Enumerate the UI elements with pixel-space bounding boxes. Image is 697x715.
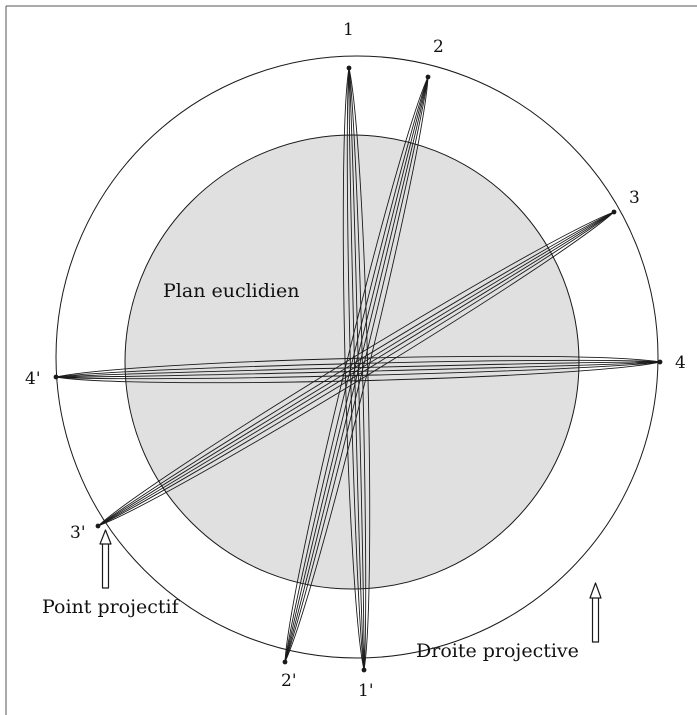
endpoint-label-2: 2 bbox=[433, 37, 444, 57]
bundle-line bbox=[284, 76, 429, 663]
endpoint-label-4: 4 bbox=[675, 353, 686, 373]
endpoint-dot bbox=[361, 667, 367, 673]
bundle-line bbox=[55, 355, 661, 378]
bundle-line bbox=[55, 361, 661, 378]
bundle-line bbox=[97, 211, 615, 527]
endpoint-label-4-prime: 4' bbox=[25, 369, 41, 389]
endpoint-dot bbox=[425, 74, 431, 80]
bundle-line bbox=[55, 361, 661, 378]
endpoint-label-1-prime: 1' bbox=[358, 681, 374, 701]
point-arrow-icon bbox=[99, 529, 112, 589]
bundle-line bbox=[55, 361, 661, 380]
endpoint-label-3-prime: 3' bbox=[70, 523, 86, 543]
bundle-line bbox=[55, 361, 661, 384]
endpoint-dot bbox=[95, 523, 101, 529]
endpoint-label-1: 1 bbox=[343, 20, 354, 40]
projective-boundary-circle bbox=[55, 55, 659, 659]
bundle-line bbox=[97, 211, 615, 527]
bundle-line bbox=[284, 76, 429, 663]
bundle-line bbox=[55, 359, 661, 378]
bundle-line bbox=[97, 211, 615, 527]
line-bundles bbox=[55, 67, 661, 671]
bundle-line bbox=[97, 211, 615, 527]
point-caption: Point projectif bbox=[42, 596, 181, 618]
line-caption: Droite projective bbox=[416, 640, 579, 662]
endpoint-label-3: 3 bbox=[629, 188, 640, 208]
line-arrow-icon bbox=[589, 582, 602, 643]
endpoint-dots bbox=[53, 65, 663, 673]
euclidean-plane-label: Plan euclidien bbox=[163, 280, 299, 302]
endpoint-dot bbox=[282, 659, 288, 665]
endpoint-dot bbox=[346, 65, 352, 71]
endpoint-dot bbox=[657, 359, 663, 365]
bundle-line bbox=[284, 76, 429, 663]
endpoint-dot bbox=[53, 374, 59, 380]
endpoint-label-2-prime: 2' bbox=[281, 671, 297, 691]
endpoint-dot bbox=[611, 209, 617, 215]
